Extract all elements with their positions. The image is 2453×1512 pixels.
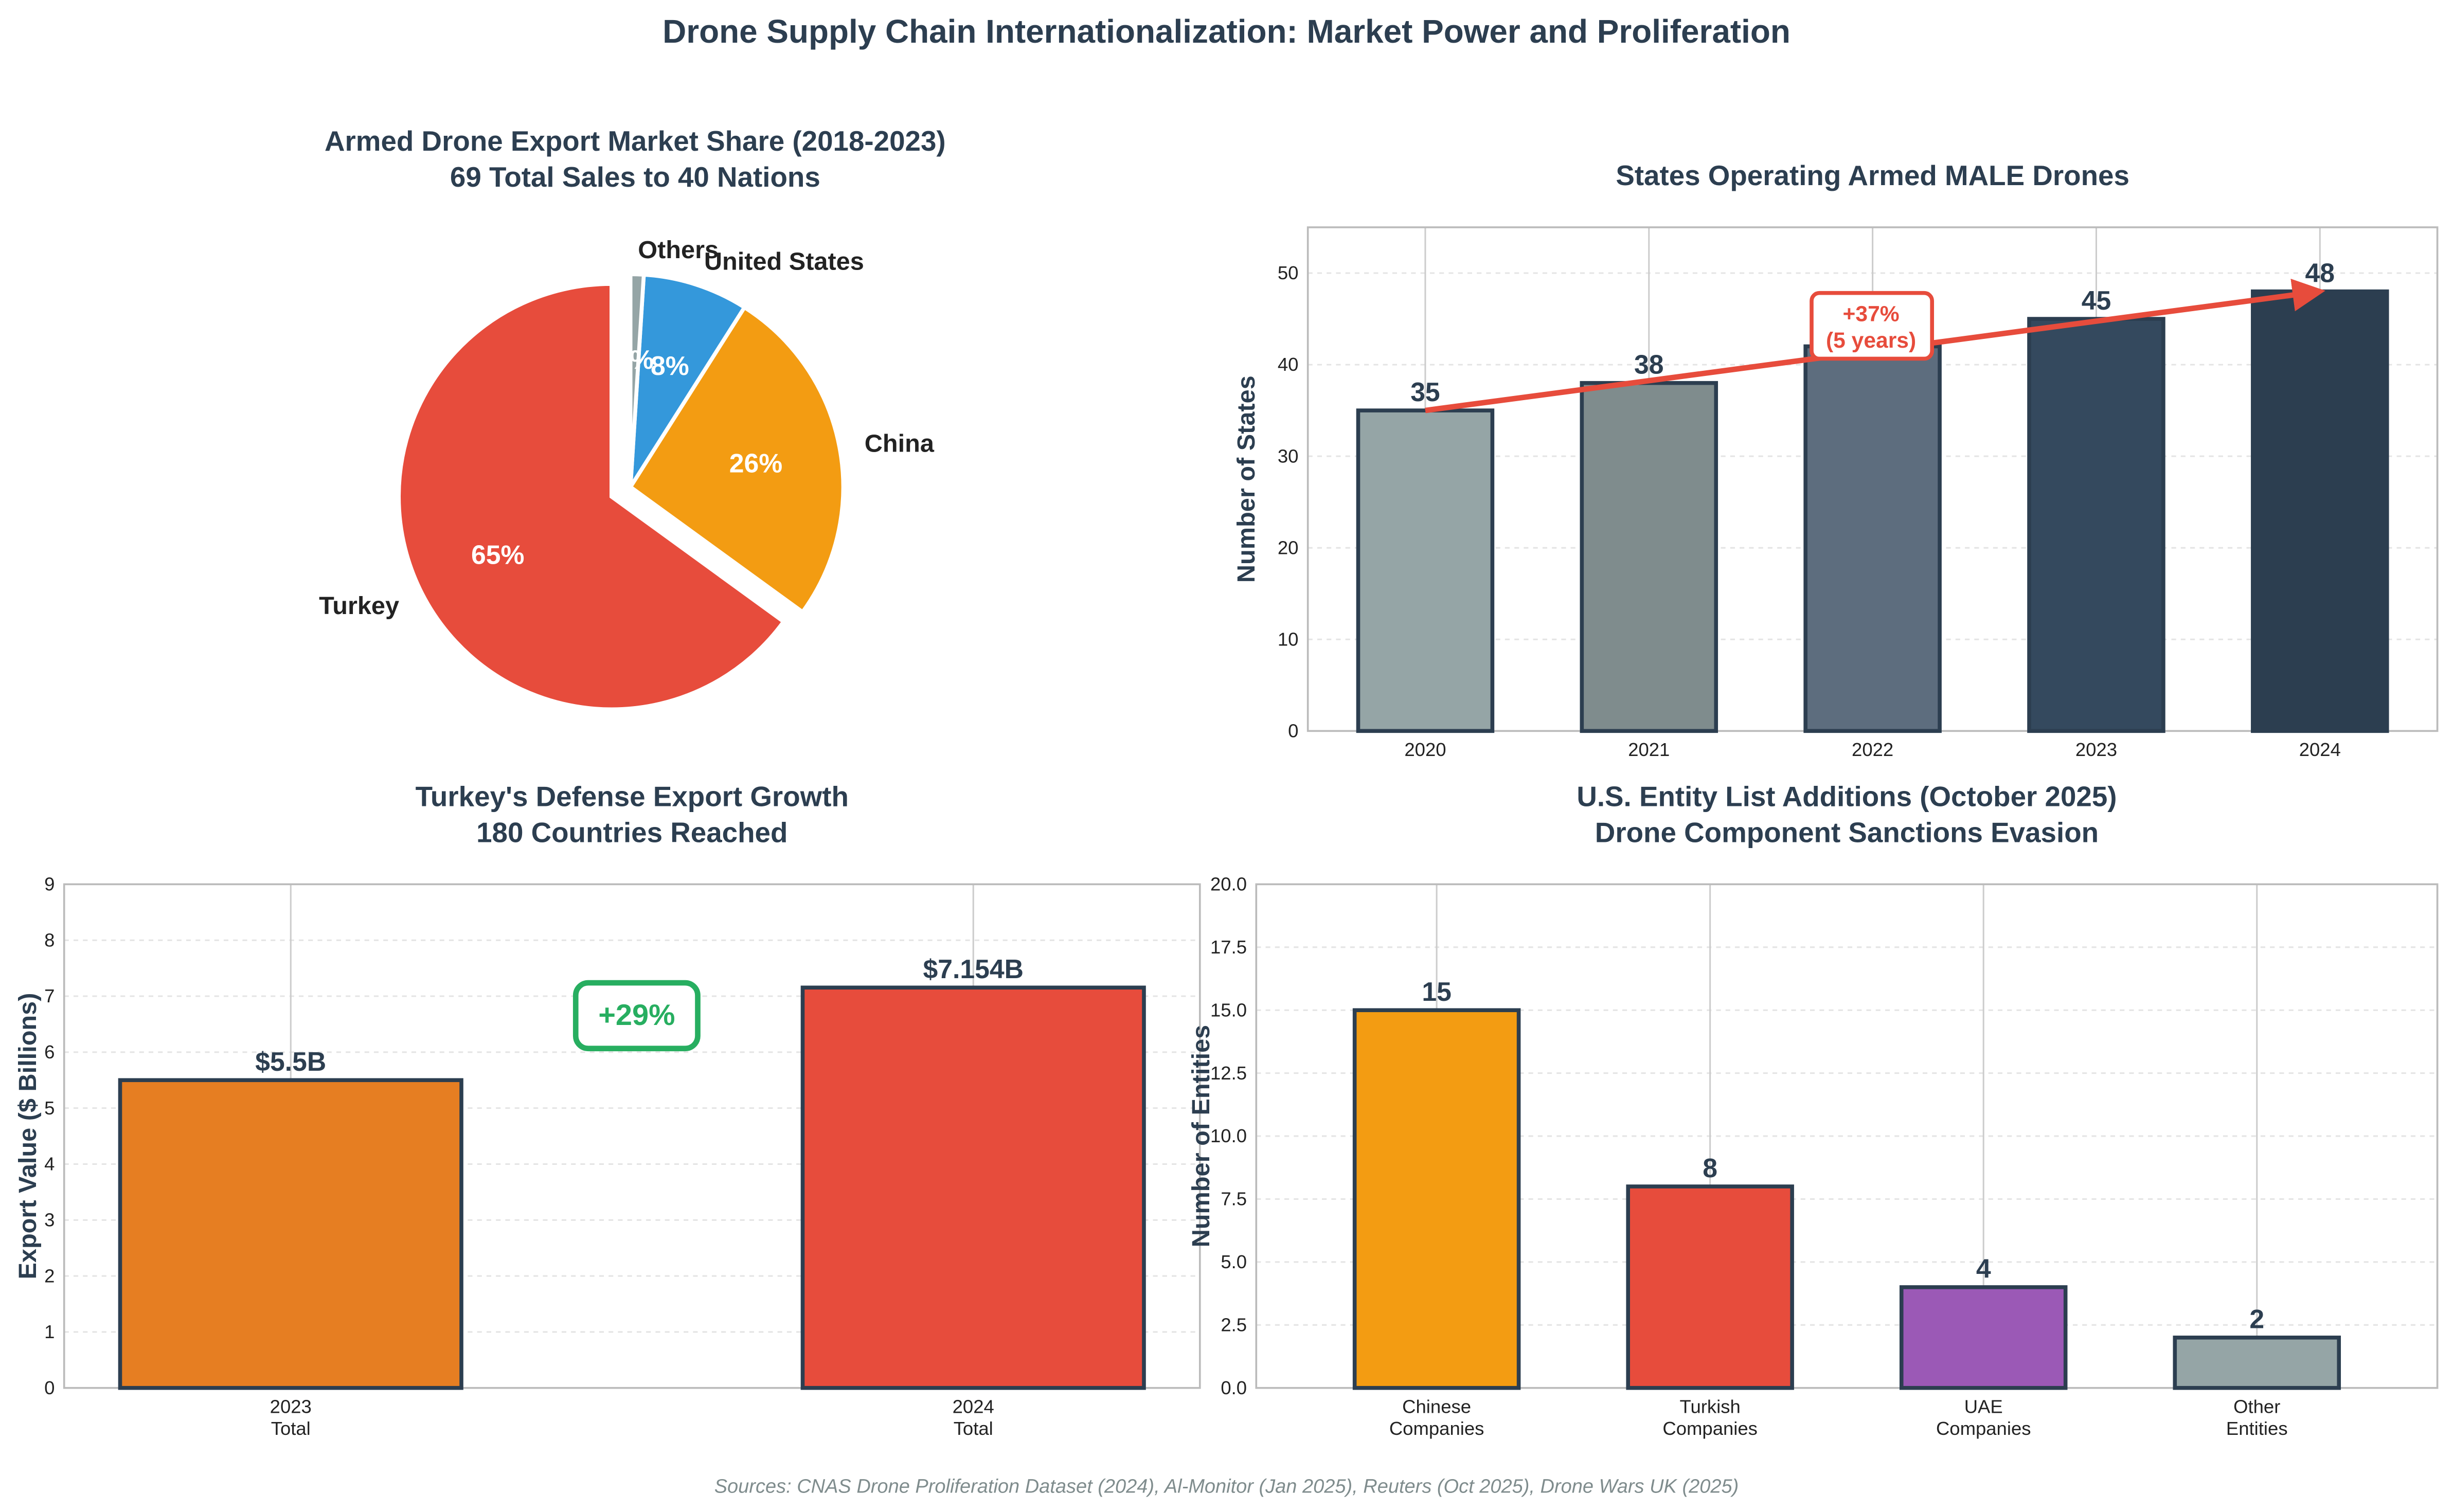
bar: [2251, 289, 2389, 733]
pie-chart: Armed Drone Export Market Share (2018-20…: [319, 125, 946, 712]
y-tick-label: 0.0: [1221, 1377, 1247, 1398]
x-tick-label: Other: [2233, 1396, 2280, 1417]
figure-title: Drone Supply Chain Internationalization:…: [663, 13, 1790, 50]
x-tick-label: Companies: [1936, 1418, 2031, 1439]
x-tick-label: 2023: [270, 1396, 312, 1417]
y-tick-label: 0: [44, 1377, 55, 1398]
bar: [1580, 381, 1718, 733]
annotation-box: [1810, 291, 1934, 361]
bar: [118, 1078, 463, 1390]
y-tick-label: 7: [44, 985, 55, 1006]
axes-frame: [63, 883, 1201, 1389]
chart-subtitle: 180 Countries Reached: [476, 816, 787, 848]
y-tick-label: 10: [1278, 628, 1299, 650]
pie-label: United States: [704, 248, 864, 276]
y-tick-label: 6: [44, 1041, 55, 1063]
bar: [2027, 317, 2165, 733]
source-note: Sources: CNAS Drone Proliferation Datase…: [714, 1476, 1739, 1498]
x-tick-label: 2023: [2075, 739, 2117, 760]
y-tick-label: 30: [1278, 445, 1299, 466]
y-tick-label: 4: [44, 1154, 55, 1175]
bar-value-label: 2: [2249, 1304, 2264, 1334]
chart-title: Turkey's Defense Export Growth: [416, 780, 849, 812]
y-tick-label: 10.0: [1210, 1125, 1247, 1146]
pie-pct-label: 26%: [729, 448, 782, 478]
pie-slice-turkey: [397, 282, 786, 712]
x-tick-label: 2024: [2299, 739, 2341, 760]
x-tick-label: Entities: [2226, 1418, 2288, 1439]
bar-value-label: $5.5B: [255, 1047, 326, 1076]
x-tick-label: Turkish: [1680, 1396, 1741, 1417]
x-tick-label: 2022: [1852, 739, 1893, 760]
y-tick-label: 12.5: [1210, 1063, 1247, 1084]
x-tick-label: 2021: [1628, 739, 1670, 760]
y-tick-label: 40: [1278, 354, 1299, 375]
bar-value-label: 4: [1976, 1254, 1991, 1284]
y-tick-label: 20: [1278, 537, 1299, 558]
y-tick-label: 50: [1278, 262, 1299, 283]
bar: [800, 985, 1146, 1390]
x-tick-label: Chinese: [1402, 1396, 1471, 1417]
y-tick-label: 5: [44, 1097, 55, 1119]
growth-badge-text: +29%: [598, 999, 675, 1032]
y-axis-label: Export Value ($ Billions): [14, 993, 42, 1280]
turkey-export-chart: Turkey's Defense Export Growth 180 Countr…: [14, 780, 1201, 1439]
bar-value-label: 15: [1422, 977, 1452, 1006]
bar-value-label: 45: [2082, 285, 2111, 315]
bar: [1356, 408, 1495, 733]
y-tick-label: 17.5: [1210, 937, 1247, 958]
pie-slice-united-states: [628, 273, 747, 488]
y-tick-label: 0: [1288, 721, 1298, 742]
y-axis-label: Number of Entities: [1187, 1025, 1215, 1248]
pie-pct-label: 65%: [471, 540, 524, 570]
x-tick-label: Companies: [1389, 1418, 1484, 1439]
bar: [1626, 1184, 1794, 1390]
pie-title: Armed Drone Export Market Share (2018-20…: [325, 125, 946, 157]
bar: [1352, 1008, 1521, 1390]
y-tick-label: 9: [44, 874, 55, 895]
bar: [2173, 1336, 2341, 1390]
bar: [1803, 344, 1942, 733]
x-tick-label: Companies: [1662, 1418, 1758, 1439]
x-tick-label: 2024: [953, 1396, 994, 1417]
chart-subtitle: Drone Component Sanctions Evasion: [1595, 816, 2099, 848]
y-tick-label: 7.5: [1221, 1189, 1247, 1210]
y-tick-label: 3: [44, 1209, 55, 1230]
pie-label: Others: [638, 236, 719, 264]
y-tick-label: 2.5: [1221, 1314, 1247, 1335]
entity-list-chart: U.S. Entity List Additions (October 2025…: [1187, 780, 2439, 1439]
bar-value-label: 35: [1410, 377, 1440, 407]
bar-value-label: 38: [1634, 349, 1663, 379]
x-tick-label: Total: [271, 1418, 311, 1439]
x-tick-label: UAE: [1964, 1396, 2003, 1417]
y-tick-label: 20.0: [1210, 874, 1247, 895]
bar-value-label: 8: [1703, 1153, 1717, 1183]
y-tick-label: 15.0: [1210, 999, 1247, 1020]
chart-title: U.S. Entity List Additions (October 2025…: [1577, 780, 2117, 812]
x-tick-label: 2020: [1404, 739, 1446, 760]
y-tick-label: 8: [44, 929, 55, 950]
y-axis-label: Number of States: [1232, 375, 1260, 583]
bar-value-label: 48: [2305, 258, 2335, 287]
x-tick-label: Total: [954, 1418, 993, 1439]
annotation-text: (5 years): [1826, 328, 1916, 353]
y-tick-label: 2: [44, 1265, 55, 1286]
pie-slice-china: [628, 304, 846, 615]
pie-label: Turkey: [319, 592, 399, 620]
growth-badge: [572, 980, 701, 1052]
pie-slice-others: [628, 272, 646, 488]
pie-pct-label: 8%: [651, 351, 689, 381]
pie-subtitle: 69 Total Sales to 40 Nations: [450, 161, 820, 193]
y-tick-label: 1: [44, 1321, 55, 1342]
male-drones-chart: States Operating Armed MALE Drones 0 10 20 3…: [1232, 159, 2439, 760]
pie-pct-label: 1%: [615, 345, 654, 374]
chart-title: States Operating Armed MALE Drones: [1616, 159, 2129, 191]
pie-label: China: [865, 429, 935, 457]
axes-frame: [1255, 883, 2439, 1389]
annotation-text: +37%: [1843, 301, 1900, 326]
bar-value-label: $7.154B: [923, 954, 1024, 984]
bar: [1899, 1285, 2068, 1390]
y-tick-label: 5.0: [1221, 1251, 1247, 1272]
